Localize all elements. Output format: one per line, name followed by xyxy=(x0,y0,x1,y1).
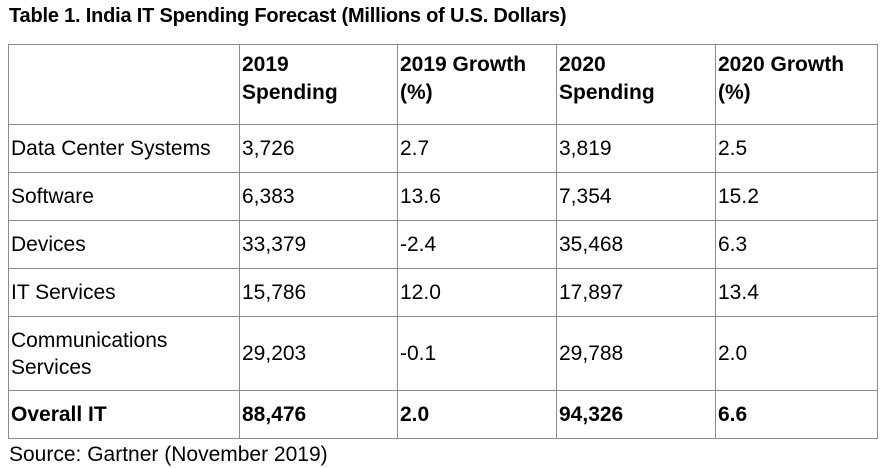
cell-2020-growth: 2.0 xyxy=(715,316,878,391)
spending-forecast-table: 2019 Spending 2019 Growth (%) 2020 Spending… xyxy=(8,44,878,439)
header-2020-spending: 2020 Spending xyxy=(556,44,716,125)
cell-segment: Communications Services xyxy=(8,316,240,391)
cell-2020-spending: 35,468 xyxy=(556,220,716,269)
cell-segment: Devices xyxy=(8,220,240,269)
cell-2019-spending: 88,476 xyxy=(239,390,398,439)
cell-2019-growth: 12.0 xyxy=(397,268,557,317)
table-header-row: 2019 Spending 2019 Growth (%) 2020 Spending… xyxy=(8,44,878,125)
header-2019-spending: 2019 Spending xyxy=(239,44,398,125)
table-title: Table 1. India IT Spending Forecast (Mil… xyxy=(9,5,567,27)
cell-segment: Software xyxy=(8,172,240,221)
cell-2019-spending: 6,383 xyxy=(239,172,398,221)
cell-2020-spending: 29,788 xyxy=(556,316,716,391)
header-2019-growth: 2019 Growth (%) xyxy=(397,44,557,125)
cell-2019-growth: 13.6 xyxy=(397,172,557,221)
source-note: Source: Gartner (November 2019) xyxy=(9,443,328,466)
header-2020-growth: 2020 Growth (%) xyxy=(715,44,878,125)
cell-2020-spending: 17,897 xyxy=(556,268,716,317)
cell-2019-spending: 33,379 xyxy=(239,220,398,269)
cell-2019-spending: 29,203 xyxy=(239,316,398,391)
cell-2020-growth: 6.3 xyxy=(715,220,878,269)
cell-2020-growth: 13.4 xyxy=(715,268,878,317)
table-row-data-center-systems: Data Center Systems 3,726 2.7 3,819 2.5 xyxy=(8,124,878,173)
table-row-software: Software 6,383 13.6 7,354 15.2 xyxy=(8,172,878,221)
table-row-devices: Devices 33,379 -2.4 35,468 6.3 xyxy=(8,220,878,269)
cell-2020-spending: 7,354 xyxy=(556,172,716,221)
cell-2019-spending: 15,786 xyxy=(239,268,398,317)
cell-2019-growth: 2.0 xyxy=(397,390,557,439)
cell-segment: Overall IT xyxy=(8,390,240,439)
header-segment xyxy=(8,44,240,125)
cell-2020-growth: 15.2 xyxy=(715,172,878,221)
cell-2020-spending: 94,326 xyxy=(556,390,716,439)
table-row-it-services: IT Services 15,786 12.0 17,897 13.4 xyxy=(8,268,878,317)
cell-2019-growth: -0.1 xyxy=(397,316,557,391)
cell-2019-growth: 2.7 xyxy=(397,124,557,173)
cell-segment: Data Center Systems xyxy=(8,124,240,173)
table-row-communications-services: Communications Services 29,203 -0.1 29,78… xyxy=(8,316,878,391)
cell-2020-spending: 3,819 xyxy=(556,124,716,173)
cell-2020-growth: 2.5 xyxy=(715,124,878,173)
cell-segment: IT Services xyxy=(8,268,240,317)
table-row-overall-it: Overall IT 88,476 2.0 94,326 6.6 xyxy=(8,390,878,439)
cell-2019-growth: -2.4 xyxy=(397,220,557,269)
cell-2019-spending: 3,726 xyxy=(239,124,398,173)
cell-2020-growth: 6.6 xyxy=(715,390,878,439)
